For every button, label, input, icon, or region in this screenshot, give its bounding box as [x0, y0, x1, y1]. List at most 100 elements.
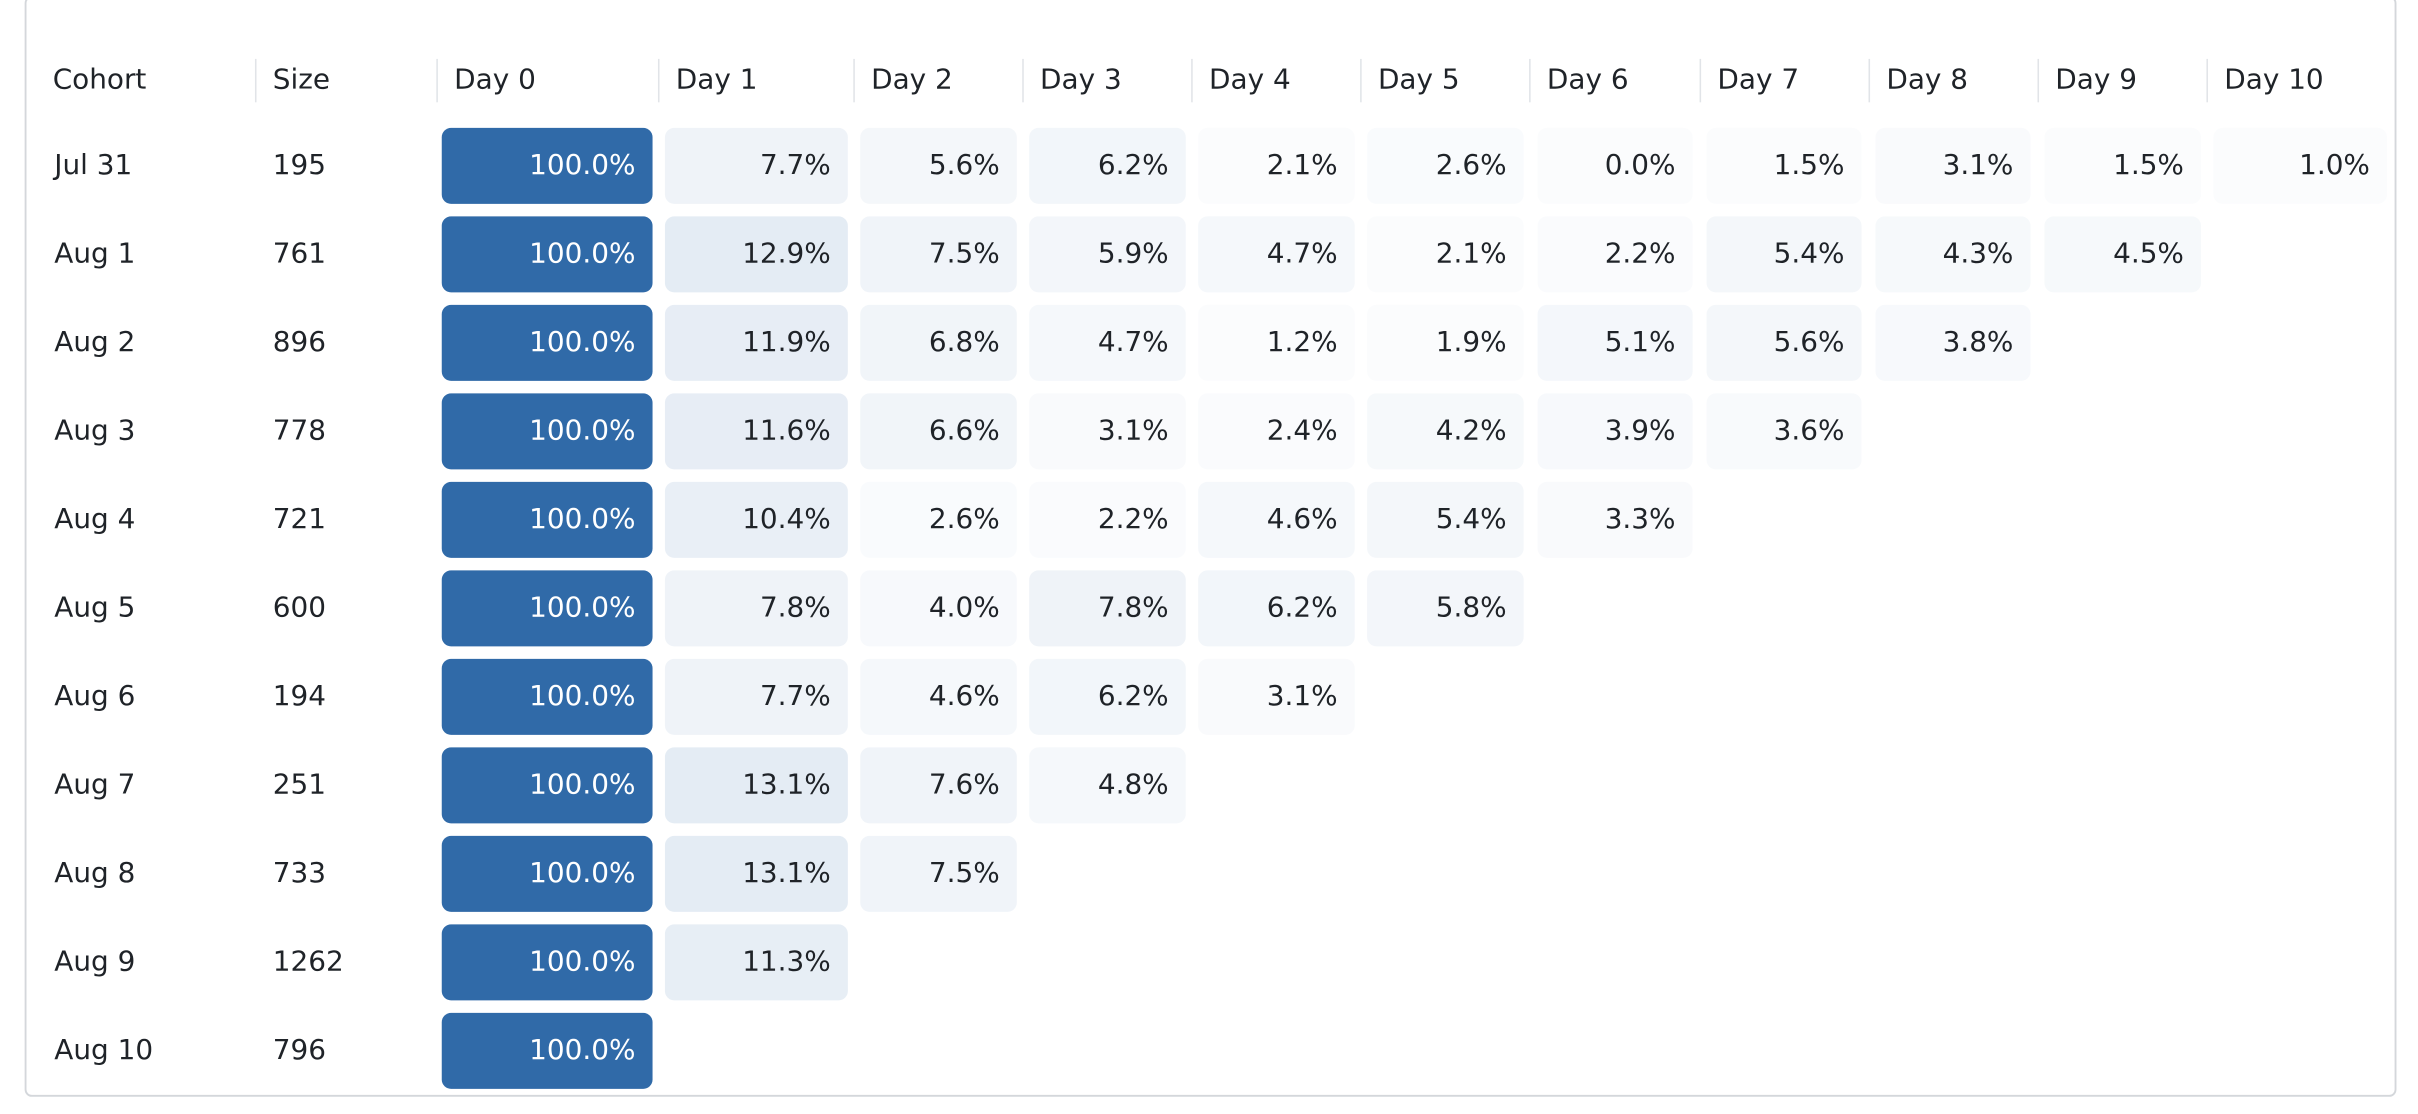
- retention-cell: [664, 747, 848, 824]
- retention-value: 11.3%: [742, 944, 831, 977]
- retention-value: 13.1%: [742, 856, 831, 889]
- retention-value: 4.5%: [2113, 236, 2184, 269]
- retention-value: 4.2%: [1436, 413, 1507, 446]
- column-header: Day 8: [1886, 63, 1968, 96]
- retention-value: 5.6%: [1774, 325, 1845, 358]
- retention-value: 100.0%: [529, 1033, 635, 1066]
- retention-value: 100.0%: [529, 148, 635, 181]
- retention-cell: [860, 835, 1017, 912]
- column-header: Day 5: [1378, 63, 1460, 96]
- retention-value: 3.8%: [1943, 325, 2014, 358]
- retention-value: 100.0%: [529, 502, 635, 535]
- retention-value: 6.2%: [1267, 590, 1338, 623]
- retention-value: 5.9%: [1098, 236, 1169, 269]
- cohort-size: 896: [273, 325, 326, 358]
- retention-value: 5.1%: [1605, 325, 1676, 358]
- retention-value: 13.1%: [742, 767, 831, 800]
- column-header: Day 6: [1547, 63, 1629, 96]
- retention-value: 4.6%: [929, 679, 1000, 712]
- retention-value: 1.0%: [2299, 148, 2370, 181]
- retention-value: 3.9%: [1605, 413, 1676, 446]
- retention-cell: [1198, 570, 1355, 647]
- retention-cell: [1198, 216, 1355, 293]
- retention-value: 6.8%: [929, 325, 1000, 358]
- retention-value: 11.9%: [742, 325, 831, 358]
- column-header: Day 0: [454, 63, 536, 96]
- retention-cell: [860, 570, 1017, 647]
- column-header: Day 4: [1209, 63, 1291, 96]
- cohort-label: Aug 4: [54, 502, 135, 535]
- retention-cell: [441, 393, 653, 470]
- retention-cell: [1029, 127, 1186, 204]
- retention-value: 4.6%: [1267, 502, 1338, 535]
- retention-value: 2.6%: [1436, 148, 1507, 181]
- retention-cell: [1706, 304, 1862, 381]
- cohort-size: 251: [273, 767, 326, 800]
- cohort-size: 778: [273, 413, 326, 446]
- retention-value: 1.5%: [1774, 148, 1845, 181]
- retention-value: 12.9%: [742, 236, 831, 269]
- retention-value: 10.4%: [742, 502, 831, 535]
- cohort-size: 600: [273, 590, 326, 623]
- retention-value: 3.1%: [1267, 679, 1338, 712]
- retention-cell: [664, 924, 848, 1001]
- retention-cell: [860, 747, 1017, 824]
- retention-cell: [1875, 216, 2031, 293]
- cohort-label: Aug 10: [54, 1033, 153, 1066]
- retention-cell: [441, 216, 653, 293]
- retention-cell: [441, 127, 653, 204]
- retention-value: 7.7%: [760, 148, 831, 181]
- retention-value: 2.2%: [1605, 236, 1676, 269]
- retention-value: 7.5%: [929, 856, 1000, 889]
- cohort-label: Aug 8: [54, 856, 135, 889]
- retention-value: 7.5%: [929, 236, 1000, 269]
- column-header: Day 3: [1040, 63, 1122, 96]
- cohort-label: Jul 31: [52, 148, 132, 181]
- retention-cell: [664, 658, 848, 735]
- cohort-size: 761: [273, 236, 326, 269]
- retention-value: 3.1%: [1098, 413, 1169, 446]
- cohort-size: 1262: [273, 944, 344, 977]
- retention-value: 0.0%: [1605, 148, 1676, 181]
- cohort-label: Aug 1: [54, 236, 135, 269]
- cohort-label: Aug 5: [54, 590, 135, 623]
- retention-value: 7.8%: [1098, 590, 1169, 623]
- retention-value: 2.1%: [1436, 236, 1507, 269]
- retention-value: 6.2%: [1098, 148, 1169, 181]
- retention-value: 5.8%: [1436, 590, 1507, 623]
- retention-cell: [441, 747, 653, 824]
- retention-value: 5.4%: [1436, 502, 1507, 535]
- cohort-size: 194: [273, 679, 326, 712]
- cohort-size: 195: [273, 148, 326, 181]
- retention-cell: [441, 481, 653, 558]
- retention-value: 2.6%: [929, 502, 1000, 535]
- retention-cell: [1367, 481, 1524, 558]
- retention-cell: [1029, 304, 1186, 381]
- retention-cell: [1029, 570, 1186, 647]
- retention-cell: [860, 658, 1017, 735]
- retention-cell: [1367, 393, 1524, 470]
- retention-value: 100.0%: [529, 767, 635, 800]
- retention-value: 5.6%: [929, 148, 1000, 181]
- retention-value: 4.0%: [929, 590, 1000, 623]
- retention-value: 100.0%: [529, 325, 635, 358]
- retention-cell: [1029, 216, 1186, 293]
- cohort-size: 721: [273, 502, 326, 535]
- retention-value: 100.0%: [529, 413, 635, 446]
- retention-cell: [664, 304, 848, 381]
- cohort-label: Aug 6: [54, 679, 135, 712]
- retention-cell: [664, 835, 848, 912]
- retention-value: 100.0%: [529, 856, 635, 889]
- retention-value: 100.0%: [529, 236, 635, 269]
- retention-cell: [860, 127, 1017, 204]
- retention-value: 6.6%: [929, 413, 1000, 446]
- cohort-label: Aug 7: [54, 767, 135, 800]
- retention-cell: [1029, 658, 1186, 735]
- retention-value: 6.2%: [1098, 679, 1169, 712]
- retention-cell: [441, 835, 653, 912]
- retention-value: 11.6%: [742, 413, 831, 446]
- retention-value: 7.6%: [929, 767, 1000, 800]
- retention-value: 2.4%: [1267, 413, 1338, 446]
- retention-cell: [441, 1012, 653, 1089]
- retention-value: 1.5%: [2113, 148, 2184, 181]
